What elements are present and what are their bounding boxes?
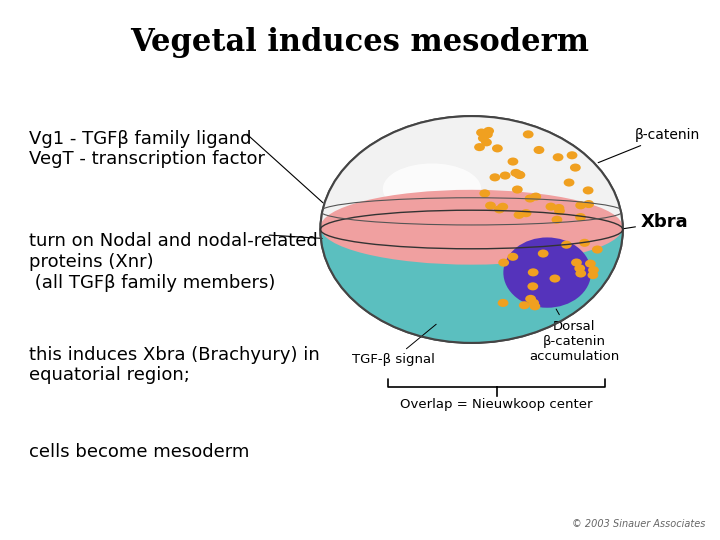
Circle shape bbox=[546, 202, 557, 211]
Text: this induces Xbra (Brachyury) in
equatorial region;: this induces Xbra (Brachyury) in equator… bbox=[29, 346, 320, 384]
Bar bbox=[313, 230, 630, 354]
Circle shape bbox=[567, 151, 577, 159]
Circle shape bbox=[513, 211, 524, 219]
Circle shape bbox=[583, 200, 594, 208]
Circle shape bbox=[494, 205, 505, 213]
Ellipse shape bbox=[320, 190, 623, 265]
Bar bbox=[313, 105, 630, 230]
Circle shape bbox=[480, 190, 490, 198]
Text: Overlap = Nieuwkoop center: Overlap = Nieuwkoop center bbox=[400, 398, 593, 411]
Circle shape bbox=[582, 186, 593, 194]
Text: TGF-β signal: TGF-β signal bbox=[351, 324, 436, 366]
Ellipse shape bbox=[320, 116, 623, 343]
Circle shape bbox=[525, 295, 536, 303]
Circle shape bbox=[575, 269, 586, 278]
Circle shape bbox=[523, 130, 534, 138]
Circle shape bbox=[498, 299, 508, 307]
Circle shape bbox=[529, 302, 540, 310]
Text: Xbra: Xbra bbox=[593, 213, 688, 234]
Circle shape bbox=[592, 246, 603, 254]
Circle shape bbox=[515, 171, 526, 179]
Circle shape bbox=[588, 266, 599, 274]
Circle shape bbox=[564, 179, 575, 187]
Circle shape bbox=[508, 253, 518, 261]
Circle shape bbox=[534, 146, 544, 154]
Circle shape bbox=[481, 138, 492, 146]
Circle shape bbox=[553, 153, 564, 161]
Circle shape bbox=[585, 260, 595, 268]
Circle shape bbox=[554, 207, 565, 215]
Circle shape bbox=[571, 259, 582, 267]
Circle shape bbox=[575, 201, 586, 210]
Circle shape bbox=[561, 241, 572, 249]
Circle shape bbox=[521, 209, 531, 217]
Circle shape bbox=[575, 213, 586, 221]
Circle shape bbox=[500, 172, 510, 180]
Circle shape bbox=[512, 185, 523, 193]
Circle shape bbox=[510, 169, 521, 177]
Circle shape bbox=[498, 202, 508, 211]
Circle shape bbox=[478, 134, 489, 143]
Circle shape bbox=[554, 204, 564, 212]
Circle shape bbox=[483, 127, 494, 135]
Ellipse shape bbox=[383, 164, 481, 214]
Text: cells become mesoderm: cells become mesoderm bbox=[29, 443, 249, 461]
Circle shape bbox=[528, 299, 539, 307]
Ellipse shape bbox=[320, 116, 623, 343]
Circle shape bbox=[579, 239, 590, 247]
Circle shape bbox=[552, 215, 562, 224]
Text: Vegetal induces mesoderm: Vegetal induces mesoderm bbox=[130, 27, 590, 58]
Circle shape bbox=[588, 271, 598, 279]
Text: Vg1 - TGFβ family ligand
VegT - transcription factor: Vg1 - TGFβ family ligand VegT - transcri… bbox=[29, 130, 265, 168]
Circle shape bbox=[570, 164, 581, 172]
Circle shape bbox=[519, 301, 530, 309]
Circle shape bbox=[476, 129, 487, 137]
Text: β-catenin: β-catenin bbox=[598, 128, 700, 163]
Circle shape bbox=[531, 193, 541, 201]
Ellipse shape bbox=[503, 238, 591, 308]
Text: Dorsal
β-catenin
accumulation: Dorsal β-catenin accumulation bbox=[529, 309, 619, 363]
Circle shape bbox=[575, 264, 585, 272]
Circle shape bbox=[474, 143, 485, 151]
Bar bbox=[313, 230, 630, 354]
Circle shape bbox=[482, 131, 492, 139]
Ellipse shape bbox=[320, 116, 623, 343]
Text: © 2003 Sinauer Associates: © 2003 Sinauer Associates bbox=[572, 519, 706, 529]
Text: turn on Nodal and nodal-related
proteins (Xnr)
 (all TGFβ family members): turn on Nodal and nodal-related proteins… bbox=[29, 232, 318, 292]
Circle shape bbox=[528, 282, 539, 291]
Circle shape bbox=[549, 274, 560, 282]
Circle shape bbox=[492, 144, 503, 152]
Circle shape bbox=[498, 259, 509, 267]
Circle shape bbox=[525, 194, 536, 202]
Circle shape bbox=[513, 171, 524, 179]
Circle shape bbox=[508, 158, 518, 166]
Circle shape bbox=[528, 268, 539, 276]
Circle shape bbox=[538, 249, 549, 258]
Circle shape bbox=[490, 173, 500, 181]
Circle shape bbox=[485, 201, 496, 210]
